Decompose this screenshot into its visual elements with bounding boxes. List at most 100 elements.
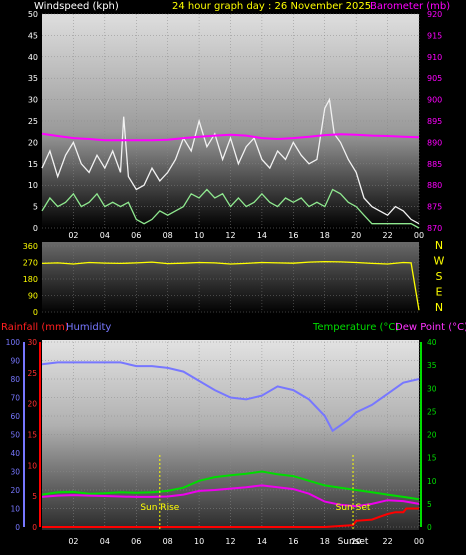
wind-tick-label: 40 [28,53,38,62]
rainfall-tick-label: 10 [27,461,37,470]
temp-x-tick-label: 12 [225,537,235,546]
temp-x-tick-label: 20 [351,537,361,546]
wind-tick-label: 20 [28,138,38,147]
wind-x-tick-label: 22 [382,231,392,240]
barometer-tick-label: 870 [427,224,442,233]
direction-tick-label: 270 [23,259,38,268]
sunrise-label: Sun Rise [140,503,179,513]
sunset-time-label: Sunset [338,537,369,547]
temperature-tick-label: 10 [427,477,437,486]
wind-tick-label: 45 [28,31,38,40]
direction-tick-label: 0 [33,308,38,317]
wind-x-tick-label: 20 [351,231,361,240]
temp-x-tick-label: 10 [194,537,204,546]
compass-letter: N [435,301,443,314]
wind-x-tick-label: 08 [163,231,173,240]
humidity-tick-label: 10 [10,505,20,514]
wind-x-tick-label: 06 [131,231,141,240]
humidity-tick-label: 20 [10,486,20,495]
barometer-tick-label: 905 [427,74,442,83]
barometer-tick-label: 875 [427,203,442,212]
humidity-axis-label: Humidity [66,322,111,333]
barometer-tick-label: 880 [427,181,442,190]
wind-tick-label: 0 [33,224,38,233]
direction-tick-label: 90 [28,292,38,301]
temperature-tick-label: 0 [427,523,432,532]
barometer-tick-label: 900 [427,96,442,105]
dewpoint-line [41,484,420,508]
rainfall-tick-label: 20 [27,400,37,409]
barometer-tick-label: 915 [427,31,442,40]
wind-tick-label: 15 [28,160,38,169]
wind-x-tick-label: 12 [225,231,235,240]
compass-letter: N [435,239,443,252]
temperature-axis-label: Temperature (°C) [312,322,399,333]
wind-tick-label: 35 [28,74,38,83]
rainfall-tick-label: 25 [27,369,37,378]
temperature-tick-label: 35 [427,361,437,370]
wind-tick-label: 5 [33,203,38,212]
direction-tick-label: 360 [23,242,38,251]
humidity-tick-label: 60 [10,412,20,421]
sunset-label: Sun Set [336,503,371,513]
temp-x-tick-label: 06 [131,537,141,546]
direction-line [41,260,420,311]
wind-tick-label: 10 [28,181,38,190]
rainfall-tick-label: 0 [32,523,37,532]
barometer-tick-label: 885 [427,160,442,169]
humidity-tick-label: 30 [10,468,20,477]
temperature-tick-label: 20 [427,431,437,440]
barometer-tick-label: 920 [427,10,442,19]
temp-x-tick-label: 02 [68,537,78,546]
temp-x-tick-label: 18 [320,537,330,546]
rainfall-tick-label: 15 [27,431,37,440]
temperature-tick-label: 40 [427,338,437,347]
windspeed-axis-label: Windspeed (kph) [34,1,119,12]
barometer-tick-label: 895 [427,117,442,126]
humidity-tick-label: 70 [10,394,20,403]
barometer-tick-label: 890 [427,138,442,147]
wind-x-tick-label: 18 [320,231,330,240]
direction-plot-area [42,242,419,314]
wind-plot-area [42,14,419,228]
wind-x-tick-label: 10 [194,231,204,240]
humidity-tick-label: 90 [10,357,20,366]
temp-x-tick-label: 16 [288,537,298,546]
humidity-tick-label: 0 [15,523,20,532]
gust-line [41,97,420,225]
compass-letter: W [434,255,445,268]
temperature-tick-label: 15 [427,454,437,463]
direction-tick-label: 180 [23,275,38,284]
rainfall-axis-label: Rainfall (mm) [1,322,69,333]
wind-tick-label: 30 [28,96,38,105]
humidity-line [41,361,420,433]
compass-letter: E [436,286,443,299]
barometer-tick-label: 910 [427,53,442,62]
humidity-tick-label: 80 [10,375,20,384]
wind-tick-label: 50 [28,10,38,19]
temp-x-tick-label: 08 [163,537,173,546]
graph-title: 24 hour graph day : 26 November 2025 [172,1,371,12]
wind-x-tick-label: 16 [288,231,298,240]
temp-x-tick-label: 00 [414,537,424,546]
temperature-line [41,470,420,501]
temperature-tick-label: 5 [427,500,432,509]
wind-x-tick-label: 00 [414,231,424,240]
wind-x-tick-label: 02 [68,231,78,240]
temperature-tick-label: 25 [427,407,437,416]
compass-letter: S [436,270,443,283]
temp-x-tick-label: 14 [257,537,267,546]
wind-x-tick-label: 14 [257,231,267,240]
avg-line [41,188,420,229]
temp-x-tick-label: 04 [100,537,110,546]
rainfall-line [42,507,419,528]
humidity-tick-label: 40 [10,449,20,458]
barometer-axis-label: Barometer (mb) [370,1,450,12]
dewpoint-axis-label: Dew Point (°C) [395,322,466,333]
wind-tick-label: 25 [28,117,38,126]
temperature-tick-label: 30 [427,384,437,393]
wind-x-tick-label: 04 [100,231,110,240]
temp-x-tick-label: 22 [382,537,392,546]
